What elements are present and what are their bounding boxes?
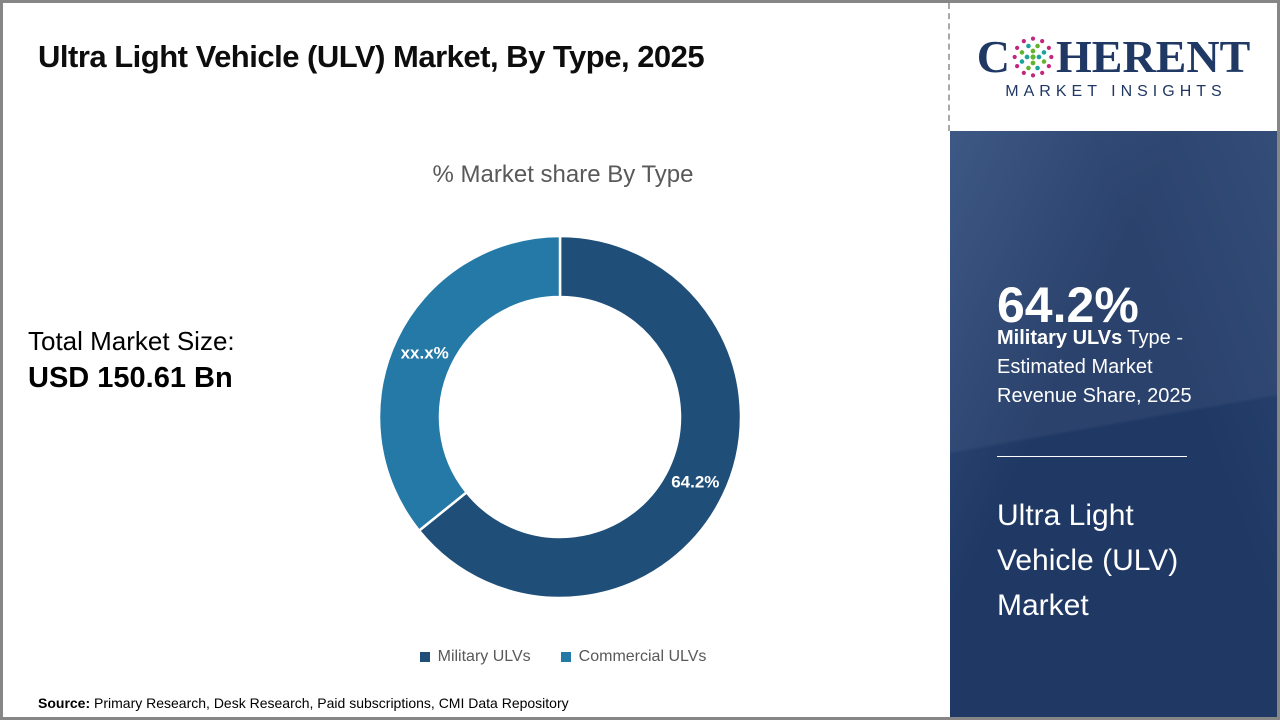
sidebar-divider <box>997 456 1187 457</box>
slice-label: 64.2% <box>671 473 719 492</box>
legend-item-commercial: Commercial ULVs <box>560 648 707 666</box>
military-swatch-icon <box>419 652 430 662</box>
total-market-value: USD 150.61 Bn <box>28 362 233 394</box>
total-market-size: Total Market Size: USD 150.61 Bn <box>28 325 235 395</box>
slice-label: xx.x% <box>401 343 449 362</box>
logo-letter-c: C <box>976 30 1010 82</box>
donut-slice <box>377 234 562 533</box>
total-market-label: Total Market Size: <box>28 326 235 356</box>
chart-title: % Market share By Type <box>432 161 694 188</box>
legend-label: Military ULVs <box>437 648 531 665</box>
logo-wordmark: C HERENT <box>976 30 1251 82</box>
stat-label-rest: Type - Estimated Market Revenue Share, 2… <box>997 327 1192 407</box>
source-note: Source: Primary Research, Desk Research,… <box>38 695 569 711</box>
donut-slice <box>417 234 743 600</box>
company-logo: C HERENT MARKET INSIGHTS <box>950 3 1277 131</box>
source-text: Primary Research, Desk Research, Paid su… <box>90 695 569 711</box>
donut-chart: 64.2% xx.x% <box>377 234 743 600</box>
dashed-divider <box>948 3 950 131</box>
chart-legend: Military ULVs Commercial ULVs <box>263 648 863 666</box>
sidebar-market-name: Ultra Light Vehicle (ULV) Market <box>997 499 1179 622</box>
sidebar-stat-label: Military ULVs Type - Estimated Market Re… <box>997 324 1202 411</box>
legend-item-military: Military ULVs <box>419 648 531 666</box>
sidebar-stat-value: 64.2% <box>997 277 1139 333</box>
legend-label: Commercial ULVs <box>578 648 707 665</box>
logo-letters-rest: HERENT <box>1055 30 1251 82</box>
stat-label-bold: Military ULVs <box>997 327 1123 349</box>
sidebar: 64.2% Military ULVs Type - Estimated Mar… <box>950 131 1277 717</box>
globe-icon <box>1012 36 1054 77</box>
commercial-swatch-icon <box>560 652 571 662</box>
page-title: Ultra Light Vehicle (ULV) Market, By Typ… <box>38 39 705 74</box>
source-label: Source: <box>38 695 91 711</box>
logo-subtitle: MARKET INSIGHTS <box>1005 82 1227 100</box>
